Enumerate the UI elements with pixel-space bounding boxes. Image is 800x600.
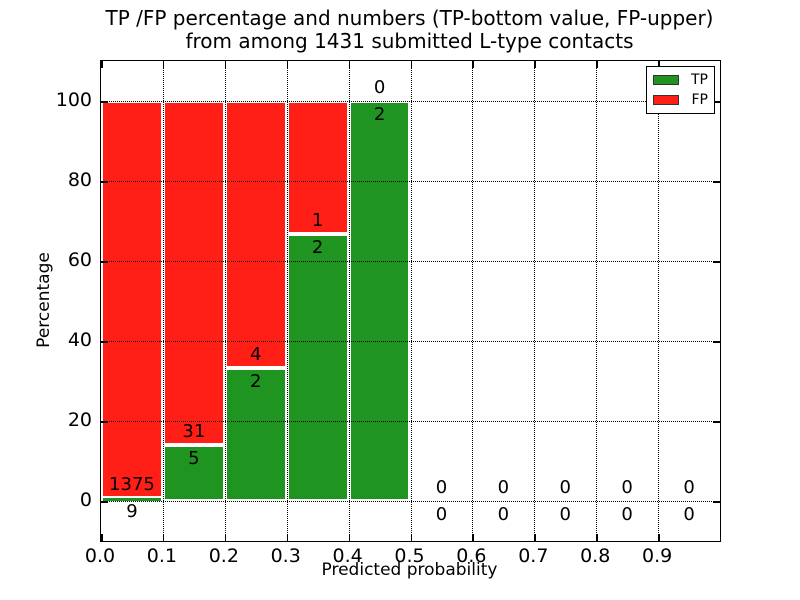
legend-label-fp: FP	[691, 91, 709, 108]
x-tick-bottom	[410, 534, 413, 541]
plot-area: 1375 9 31 5 4 2 1 2 0 2 0 0 0 0 0 0 0 0 0 0	[100, 60, 721, 542]
x-tick-top	[348, 61, 351, 68]
x-axis-label: Predicted probability	[321, 560, 498, 580]
y-tick-left	[101, 101, 108, 103]
y-tick-right	[713, 341, 720, 343]
x-tick-label: 0.3	[270, 545, 301, 567]
gridline-vertical	[286, 61, 288, 541]
x-tick-top	[534, 61, 536, 68]
y-tick-label: 20	[67, 409, 92, 431]
gridline-vertical	[224, 61, 226, 541]
fp-count-label: 0	[497, 477, 510, 498]
x-tick-bottom	[348, 534, 351, 541]
gridline-vertical	[596, 61, 598, 541]
bar-segment-tp	[162, 445, 225, 501]
x-tick-label: 0.5	[394, 545, 425, 567]
x-tick-label: 0.0	[84, 545, 116, 567]
x-tick-bottom	[286, 534, 289, 541]
chart-title-line1: TP /FP percentage and numbers (TP-bottom…	[105, 6, 714, 30]
x-tick-label: 0.6	[456, 545, 487, 567]
fp-count-label: 1375	[109, 474, 155, 496]
gridline-vertical	[658, 61, 660, 541]
gridline-vertical	[534, 61, 536, 541]
bar-segment-tp	[286, 234, 349, 501]
tp-count-label: 2	[250, 370, 262, 392]
tp-count-label: 2	[373, 104, 386, 125]
x-tick-top	[101, 61, 103, 68]
x-tick-label: 0.2	[208, 545, 239, 567]
x-tick-bottom	[162, 534, 165, 541]
x-tick-bottom	[472, 534, 474, 541]
y-tick-right	[713, 181, 720, 183]
tp-count-label: 0	[559, 504, 571, 525]
tp-count-label: 0	[621, 504, 633, 525]
x-tick-label: 0.8	[580, 545, 611, 567]
gridline-vertical	[472, 61, 474, 541]
y-tick-left	[101, 341, 108, 343]
tp-count-label: 2	[311, 237, 324, 259]
gridline-vertical	[410, 61, 412, 541]
x-tick-label: 0.9	[641, 545, 673, 567]
fp-count-label: 4	[250, 343, 262, 365]
tp-count-label: 5	[188, 448, 200, 470]
x-tick-bottom	[534, 534, 536, 541]
x-tick-label: 0.4	[332, 545, 363, 567]
tp-count-label: 0	[435, 504, 448, 525]
x-tick-top	[224, 61, 227, 68]
chart-title: TP /FP percentage and numbers (TP-bottom…	[100, 7, 719, 53]
x-tick-top	[658, 61, 660, 68]
legend-item-fp: FP	[653, 92, 708, 108]
fp-count-label: 0	[373, 77, 386, 98]
tp-count-label: 9	[126, 501, 138, 523]
x-tick-top	[472, 61, 474, 68]
y-tick-left	[101, 421, 108, 423]
y-tick-left	[101, 181, 108, 183]
chart-title-line2: from among 1431 submitted L-type contact…	[185, 29, 634, 53]
y-tick-right	[713, 261, 720, 263]
legend-label-tp: TP	[691, 72, 708, 89]
y-tick-right	[713, 101, 720, 103]
y-tick-label: 100	[55, 89, 92, 111]
x-tick-top	[286, 61, 289, 68]
legend-swatch-tp	[653, 75, 679, 86]
fp-count-label: 0	[683, 477, 695, 498]
bar-segment-fp	[162, 101, 225, 446]
y-tick-right	[713, 501, 720, 503]
y-tick-label: 40	[67, 329, 92, 351]
y-tick-left	[101, 501, 108, 503]
tp-count-label: 0	[683, 504, 695, 525]
x-tick-bottom	[596, 534, 598, 541]
bar-segment-tp	[348, 101, 411, 501]
y-tick-label: 80	[67, 169, 92, 191]
legend-item-tp: TP	[653, 72, 708, 88]
gridline-vertical	[162, 61, 164, 541]
fp-count-label: 0	[621, 477, 633, 498]
y-tick-right	[713, 421, 720, 423]
y-tick-label: 60	[67, 249, 92, 271]
x-tick-bottom	[658, 534, 660, 541]
y-tick-left	[101, 261, 108, 263]
tp-count-label: 0	[497, 504, 510, 525]
x-tick-label: 0.1	[146, 545, 177, 567]
x-tick-bottom	[101, 534, 103, 541]
x-tick-top	[596, 61, 598, 68]
x-tick-top	[162, 61, 165, 68]
fp-count-label: 0	[559, 477, 571, 498]
fp-count-label: 0	[435, 477, 448, 498]
bar-segment-fp	[224, 101, 287, 368]
bar-segment-fp	[101, 101, 163, 499]
x-tick-bottom	[224, 534, 227, 541]
x-tick-top	[410, 61, 413, 68]
fp-count-label: 1	[311, 210, 324, 232]
bar-segment-tp	[101, 498, 163, 501]
x-tick-label: 0.7	[518, 545, 549, 567]
legend-swatch-fp	[653, 94, 679, 105]
gridline-vertical	[348, 61, 350, 541]
fp-count-label: 31	[182, 421, 206, 443]
legend: TP FP	[646, 66, 715, 114]
y-tick-label: 0	[79, 489, 92, 511]
